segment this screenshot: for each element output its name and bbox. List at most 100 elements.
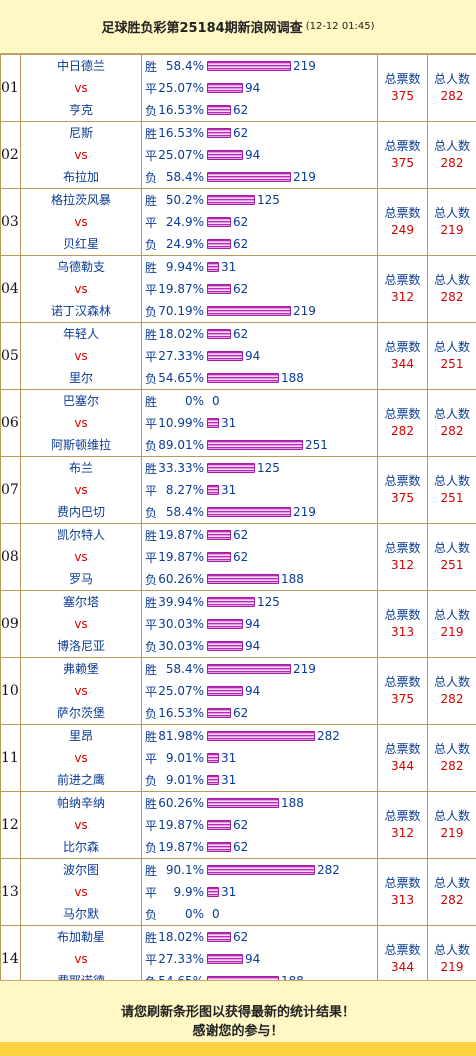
total-people: 总人数 282 bbox=[427, 724, 476, 792]
total-votes: 总票数 313 bbox=[377, 590, 428, 658]
lose-percent: 30.03% bbox=[158, 639, 204, 653]
draw-label: 平 bbox=[145, 550, 158, 565]
match-number: 08 bbox=[0, 523, 21, 591]
win-bar bbox=[207, 798, 279, 808]
page-title: 足球胜负彩第25184期新浪网调查 bbox=[101, 21, 303, 36]
lose-percent: 89.01% bbox=[158, 438, 204, 452]
draw-bar bbox=[207, 418, 219, 428]
match-number: 02 bbox=[0, 121, 21, 189]
home-team: 格拉茨风暴 bbox=[50, 193, 111, 207]
lose-label: 负 bbox=[145, 170, 158, 185]
home-team: 帕纳辛纳 bbox=[56, 796, 105, 810]
win-percent: 50.2% bbox=[165, 193, 204, 207]
win-percent: 58.4% bbox=[165, 662, 204, 676]
draw-label: 平 bbox=[145, 215, 158, 230]
lose-percent: 19.87% bbox=[158, 840, 204, 854]
away-team: 博洛尼亚 bbox=[56, 639, 105, 653]
match-row: 01 中日德兰 vs 亨克 胜 58.4% 219 平 25.07% 94 负 16.53% 62 总票数… bbox=[0, 54, 476, 122]
win-bar bbox=[207, 664, 291, 674]
total-people-caption: 总人数 bbox=[433, 876, 470, 890]
draw-bar bbox=[207, 954, 243, 964]
lose-stat: 负 58.4% 219 bbox=[142, 501, 377, 523]
lose-label: 负 bbox=[145, 505, 158, 520]
match-row: 10 弗赖堡 vs 萨尔茨堡 胜 58.4% 219 平 25.07% 94 负 16.53% 62 总票… bbox=[0, 657, 476, 725]
total-people: 总人数 251 bbox=[427, 523, 476, 591]
win-stat: 胜 16.53% 62 bbox=[142, 122, 377, 144]
total-people: 总人数 219 bbox=[427, 590, 476, 658]
total-people-value: 219 bbox=[440, 826, 464, 840]
total-people-caption: 总人数 bbox=[433, 541, 470, 555]
match-stats: 胜 60.26% 188 平 19.87% 62 负 19.87% 62 bbox=[141, 791, 378, 859]
total-people: 总人数 282 bbox=[427, 255, 476, 323]
draw-count: 94 bbox=[245, 684, 261, 698]
total-people-value: 282 bbox=[440, 893, 464, 907]
win-percent: 18.02% bbox=[158, 930, 204, 944]
total-votes-value: 375 bbox=[391, 156, 414, 170]
draw-count: 94 bbox=[245, 617, 261, 631]
vs-label: vs bbox=[74, 148, 88, 162]
total-people-value: 219 bbox=[440, 960, 464, 974]
match-teams: 巴塞尔 vs 阿斯顿维拉 bbox=[20, 389, 142, 457]
match-number: 03 bbox=[0, 188, 21, 256]
win-bar bbox=[207, 195, 255, 205]
survey-table: 01 中日德兰 vs 亨克胜 58.4% 219 平 25.07% 94 负 16.53% 62 总票数… bbox=[0, 54, 476, 993]
win-bar bbox=[207, 865, 315, 875]
match-teams: 年轻人 vs 里尔 bbox=[20, 322, 142, 390]
draw-label: 平 bbox=[145, 818, 158, 833]
draw-label: 平 bbox=[145, 684, 158, 699]
match-teams: 布兰 vs 费内巴切 bbox=[20, 456, 142, 524]
home-team: 布兰 bbox=[68, 461, 93, 475]
win-stat: 胜 81.98% 282 bbox=[142, 725, 377, 747]
vs-label: vs bbox=[74, 81, 88, 95]
draw-bar bbox=[207, 686, 243, 696]
lose-bar bbox=[207, 239, 231, 249]
win-percent: 90.1% bbox=[165, 863, 204, 877]
total-votes: 总票数 282 bbox=[377, 389, 428, 457]
away-team: 贝红星 bbox=[62, 237, 99, 251]
match-row: 06 巴塞尔 vs 阿斯顿维拉 胜 0% 0 平 10.99% 31 负 89.01% 251 总票数 28… bbox=[0, 389, 476, 457]
win-percent: 9.94% bbox=[165, 260, 204, 274]
home-team: 弗赖堡 bbox=[62, 662, 99, 676]
total-people: 总人数 282 bbox=[427, 121, 476, 189]
win-percent: 39.94% bbox=[158, 595, 204, 609]
lose-bar bbox=[207, 507, 291, 517]
win-stat: 胜 18.02% 62 bbox=[142, 323, 377, 345]
match-teams: 乌德勒支 vs 诺丁汉森林 bbox=[20, 255, 142, 323]
away-team: 前进之鹰 bbox=[56, 773, 105, 787]
lose-percent: 60.26% bbox=[158, 572, 204, 586]
draw-stat: 平 27.33% 94 bbox=[142, 345, 377, 367]
vs-label: vs bbox=[74, 416, 88, 430]
lose-count: 0 bbox=[212, 907, 220, 921]
vs-label: vs bbox=[74, 885, 88, 899]
win-count: 282 bbox=[317, 729, 340, 743]
total-people-value: 219 bbox=[440, 223, 464, 237]
win-percent: 60.26% bbox=[158, 796, 204, 810]
win-count: 125 bbox=[257, 193, 280, 207]
match-teams: 帕纳辛纳 vs 比尔森 bbox=[20, 791, 142, 859]
thanks-notice: 感谢您的参与！ bbox=[192, 1024, 284, 1039]
lose-label: 负 bbox=[145, 773, 158, 788]
draw-label: 平 bbox=[145, 885, 158, 900]
total-votes-value: 375 bbox=[391, 491, 414, 505]
draw-stat: 平 19.87% 62 bbox=[142, 546, 377, 568]
draw-stat: 平 10.99% 31 bbox=[142, 412, 377, 434]
page-footer: 请您刷新条形图以获得最新的统计结果！ 感谢您的参与！ bbox=[0, 980, 476, 1056]
lose-label: 负 bbox=[145, 103, 158, 118]
win-count: 62 bbox=[233, 930, 249, 944]
total-votes-value: 375 bbox=[391, 89, 414, 103]
home-team: 塞尔塔 bbox=[62, 595, 99, 609]
lose-label: 负 bbox=[145, 438, 158, 453]
draw-percent: 24.9% bbox=[165, 215, 204, 229]
win-bar bbox=[207, 463, 255, 473]
draw-bar bbox=[207, 284, 231, 294]
match-stats: 胜 58.4% 219 平 25.07% 94 负 16.53% 62 bbox=[141, 657, 378, 725]
win-percent: 58.4% bbox=[165, 59, 204, 73]
vs-label: vs bbox=[74, 818, 88, 832]
win-stat: 胜 58.4% 219 bbox=[142, 55, 377, 77]
win-percent: 33.33% bbox=[158, 461, 204, 475]
lose-stat: 负 58.4% 219 bbox=[142, 166, 377, 188]
match-stats: 胜 9.94% 31 平 19.87% 62 负 70.19% 219 bbox=[141, 255, 378, 323]
draw-bar bbox=[207, 150, 243, 160]
win-percent: 81.98% bbox=[158, 729, 204, 743]
win-label: 胜 bbox=[145, 327, 158, 342]
